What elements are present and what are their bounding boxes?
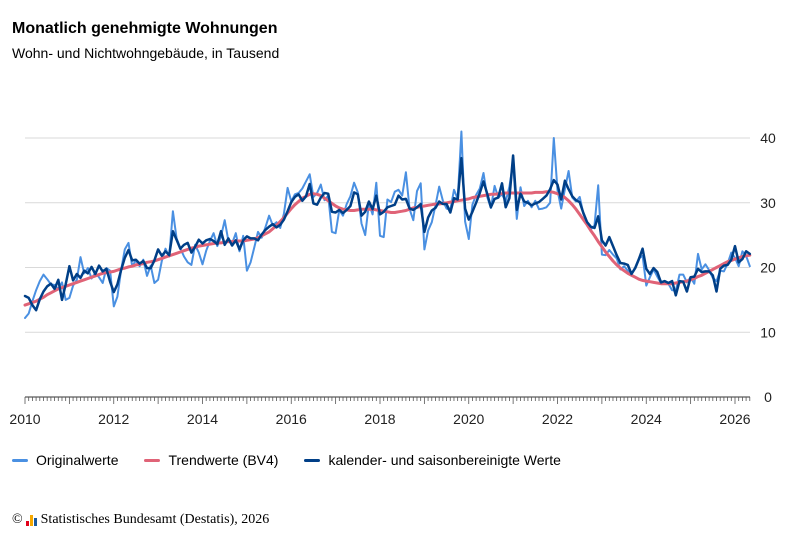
y-tick-label: 0 — [764, 389, 772, 405]
x-tick-label: 2014 — [187, 411, 218, 427]
copyright-icon: © — [12, 512, 23, 527]
footer-credit: © Statistisches Bundesamt (Destatis), 20… — [12, 512, 269, 528]
legend-swatch-trend — [144, 458, 161, 462]
y-tick-label: 40 — [760, 130, 776, 146]
legend: Originalwerte Trendwerte (BV4) kalender-… — [12, 452, 587, 468]
legend-item-trend: Trendwerte (BV4) — [144, 452, 278, 468]
legend-item-original: Originalwerte — [12, 452, 118, 468]
footer-text: Statistisches Bundesamt (Destatis), 2026 — [40, 512, 270, 527]
x-tick-label: 2020 — [453, 411, 484, 427]
series-line-trend — [23, 190, 752, 307]
line-chart: 0 10 20 30 40 2010 2012 2014 2016 2018 2020 2022 202… — [9, 130, 776, 427]
x-tick-label: 2012 — [98, 411, 129, 427]
axes: 0 10 20 30 40 2010 2012 2014 2016 2018 2020 2022 202… — [9, 130, 776, 427]
x-tick-label: 2016 — [276, 411, 307, 427]
legend-swatch-adjusted — [304, 458, 321, 462]
destatis-logo-icon — [25, 514, 37, 526]
series-line-adjusted — [23, 154, 752, 312]
x-tick-label: 2022 — [542, 411, 573, 427]
series-line-original — [24, 130, 751, 319]
series-lines — [23, 130, 752, 319]
y-tick-label: 30 — [760, 195, 776, 211]
legend-swatch-original — [12, 458, 28, 462]
gridlines — [25, 137, 750, 333]
legend-label-trend: Trendwerte (BV4) — [168, 452, 279, 468]
chart-subtitle: Wohn- und Nichtwohngebäude, in Tausend — [12, 45, 280, 61]
legend-item-adjusted: kalender- und saisonbereinigte Werte — [304, 452, 561, 468]
x-tick-label: 2010 — [9, 411, 40, 427]
legend-label-original: Originalwerte — [36, 452, 119, 468]
x-tick-label: 2018 — [364, 411, 395, 427]
y-tick-label: 20 — [760, 260, 776, 276]
x-tick-label: 2026 — [719, 411, 750, 427]
y-tick-label: 10 — [760, 324, 776, 340]
legend-label-adjusted: kalender- und saisonbereinigte Werte — [328, 452, 561, 468]
x-tick-label: 2024 — [631, 411, 662, 427]
chart-title: Monatlich genehmigte Wohnungen — [12, 20, 278, 37]
